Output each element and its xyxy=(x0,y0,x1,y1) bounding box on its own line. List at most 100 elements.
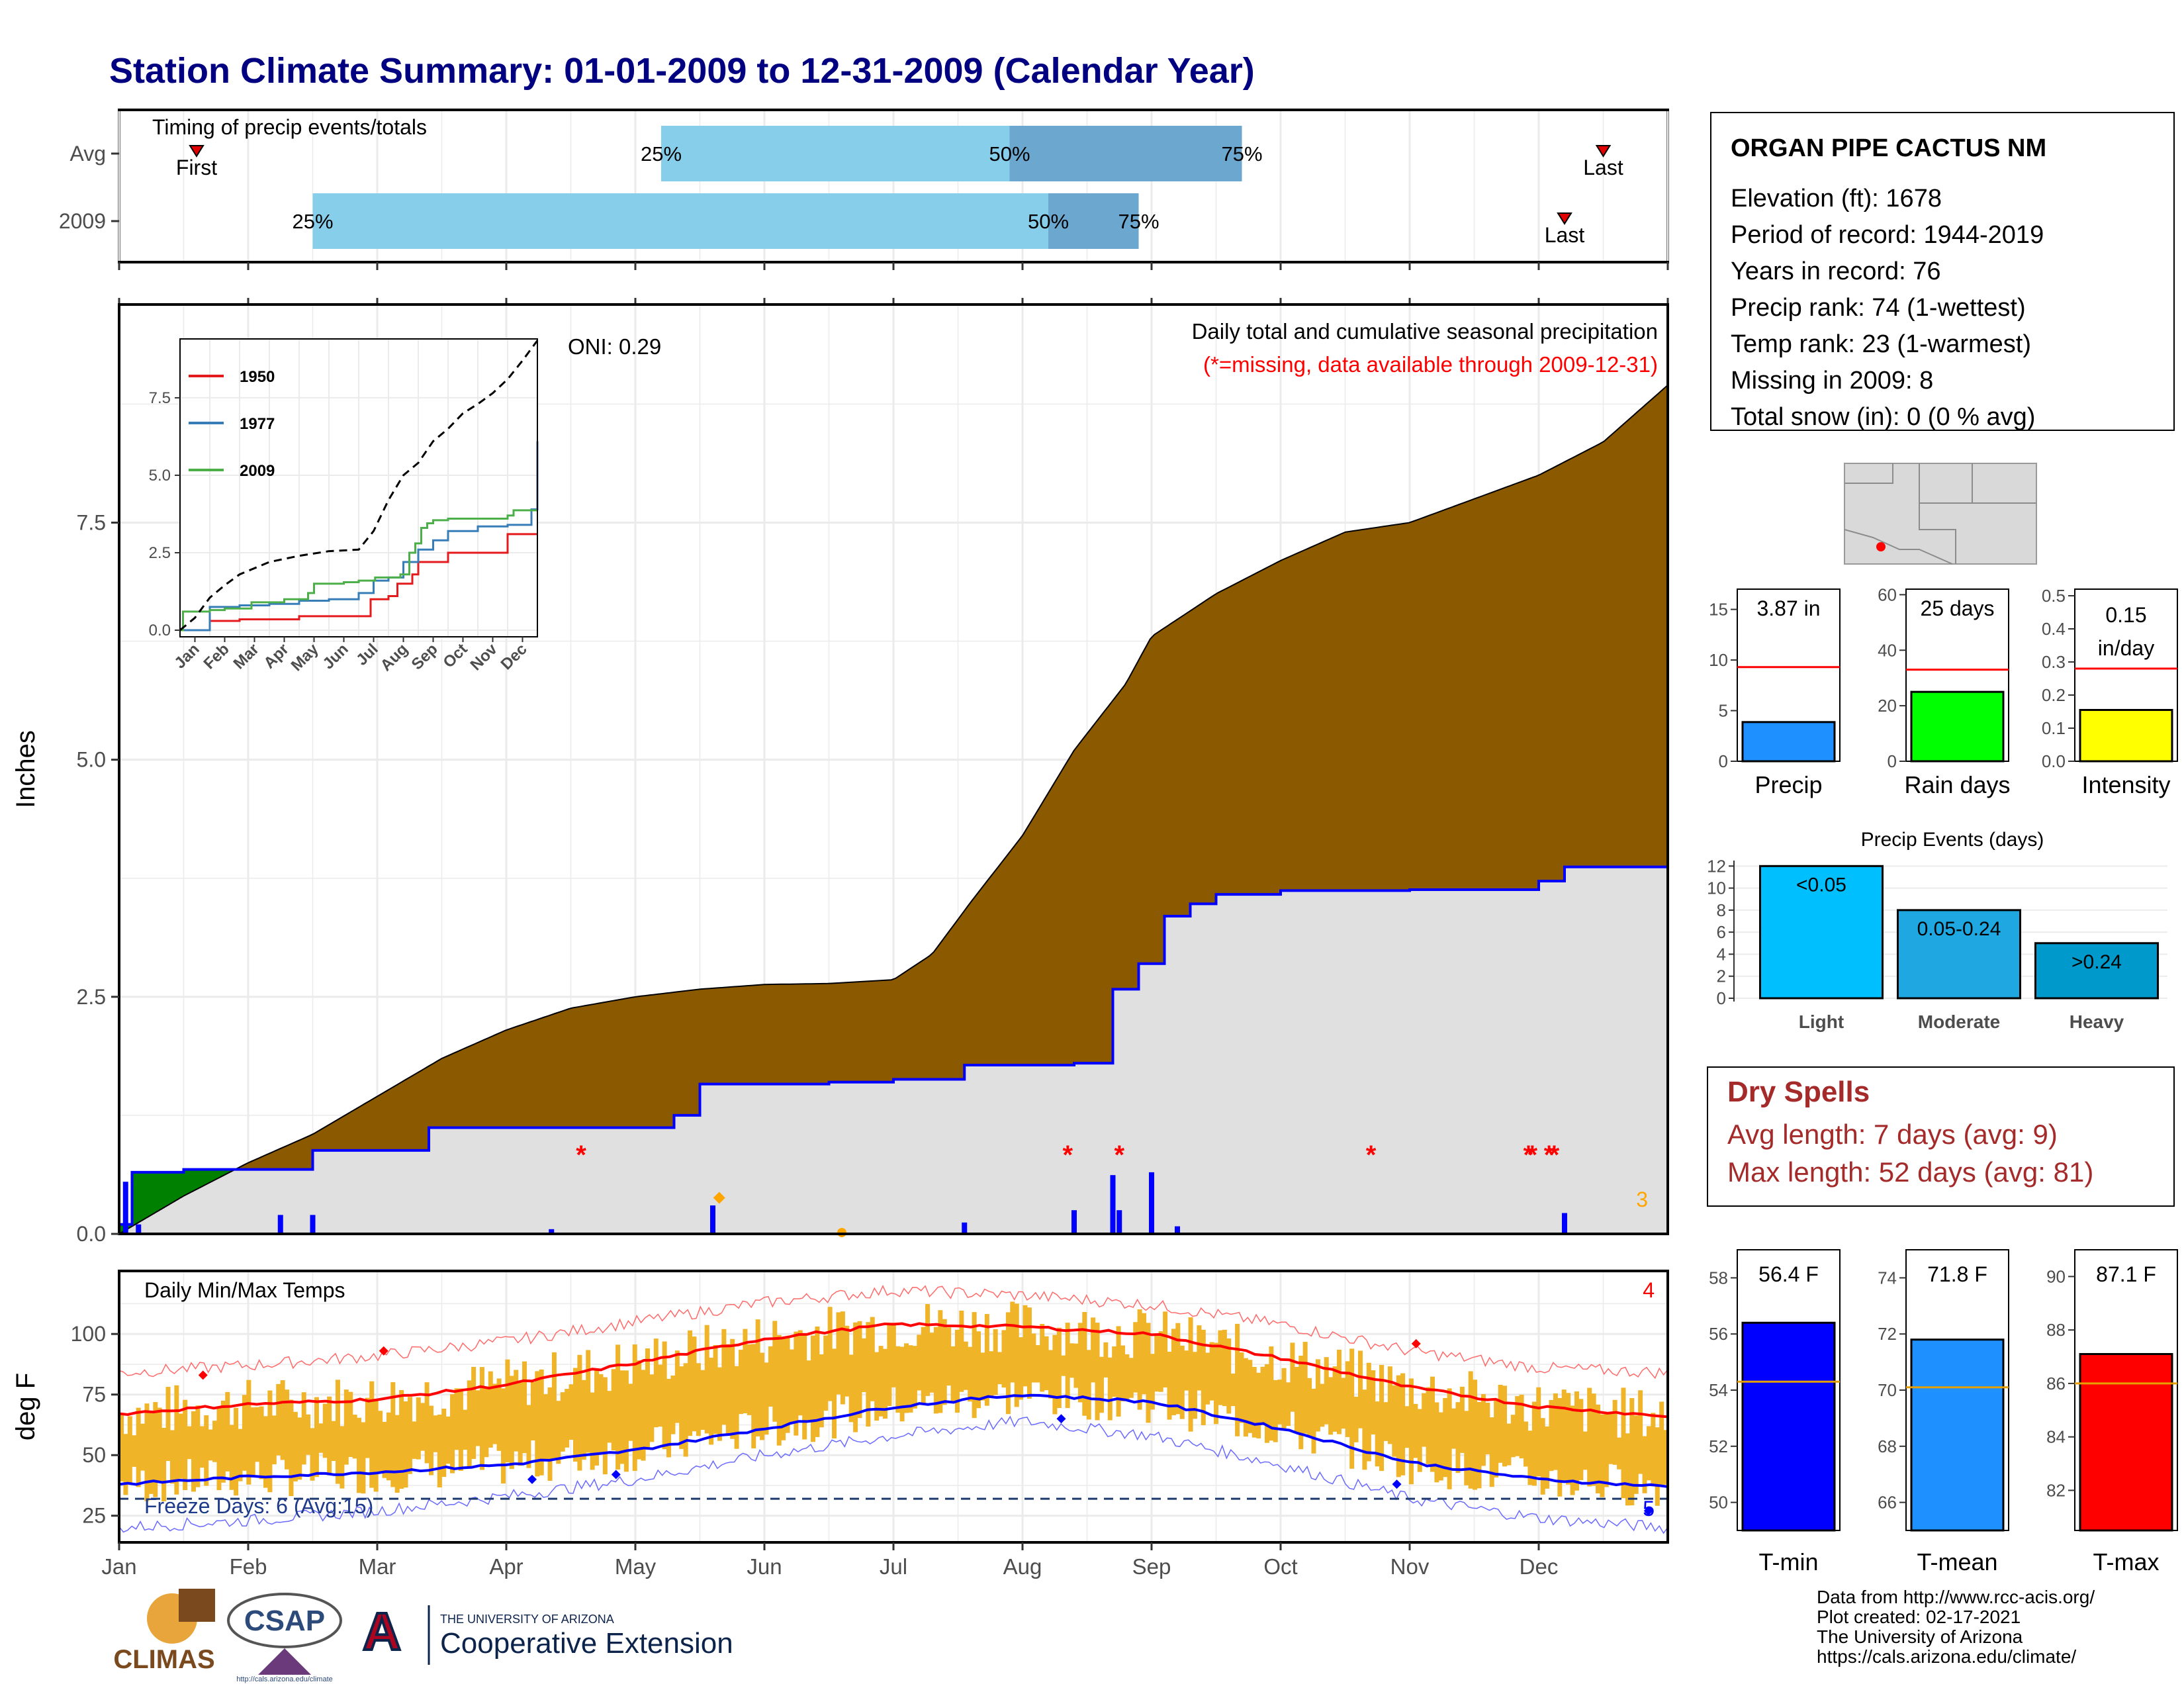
temp-content xyxy=(118,1284,1668,1534)
temp-corner-bottom: 5 xyxy=(1643,1497,1655,1521)
timing-content: Avg25%50%75%FirstLast200925%50%75%FirstL… xyxy=(0,106,1669,271)
daily-temp-bar xyxy=(543,1394,549,1460)
daily-temp-bar xyxy=(1256,1372,1261,1438)
temp-bar-tick-label: 56 xyxy=(1709,1324,1728,1344)
daily-temp-bar xyxy=(1302,1342,1308,1434)
daily-temp-bar xyxy=(1413,1403,1418,1458)
temp-bar-value-T-min xyxy=(1741,1321,1836,1532)
daily-temp-bar xyxy=(1600,1414,1605,1497)
daily-temp-bar xyxy=(1536,1387,1541,1477)
daily-temp-bar xyxy=(1451,1408,1457,1449)
daily-temp-bar xyxy=(1188,1317,1193,1432)
daily-temp-bar xyxy=(1286,1382,1291,1427)
climas-logo: CLIMAS xyxy=(113,1589,215,1674)
daily-temp-bar xyxy=(416,1397,421,1460)
daily-temp-bar xyxy=(161,1428,167,1501)
month-tick-label: Jun xyxy=(747,1554,782,1579)
daily-temp-bar xyxy=(594,1370,600,1466)
dry-spells-box: Dry Spells Avg length: 7 days (avg: 9) M… xyxy=(1707,1066,2175,1207)
daily-temp-bar xyxy=(204,1415,209,1486)
daily-temp-bar xyxy=(1158,1331,1163,1392)
daily-temp-bar xyxy=(658,1364,663,1427)
timing-last-label: Last xyxy=(1583,156,1623,179)
daily-temp-bar xyxy=(1345,1361,1350,1437)
daily-temp-bar xyxy=(1617,1437,1622,1470)
events-bar-label: >0.24 xyxy=(2071,951,2122,973)
events-tick-label: 12 xyxy=(1707,856,1726,876)
csap-logo: CSAP http://cals.arizona.edu/climate xyxy=(227,1593,342,1683)
daily-temp-bar xyxy=(1023,1305,1028,1387)
daily-temp-bar xyxy=(433,1415,438,1452)
daily-temp-bar xyxy=(1387,1366,1392,1444)
daily-temp-bar xyxy=(848,1354,854,1423)
daily-temp-bar xyxy=(289,1399,294,1497)
missing-marker: * xyxy=(1062,1141,1073,1170)
mini-bar-value-label: 3.87 in xyxy=(1756,596,1820,620)
daily-temp-bar xyxy=(1480,1394,1486,1466)
daily-temp-bar xyxy=(132,1435,137,1467)
daily-temp-bar xyxy=(1269,1346,1274,1441)
timing-first-label: First xyxy=(176,156,217,179)
daily-temp-bar xyxy=(1005,1312,1011,1415)
record-marker xyxy=(713,1192,725,1204)
month-tick-label: Sep xyxy=(1132,1554,1171,1579)
daily-precip-bar xyxy=(310,1215,316,1234)
daily-temp-bar xyxy=(1489,1417,1494,1487)
daily-temp-bar xyxy=(1192,1352,1197,1419)
daily-temp-bar xyxy=(1277,1380,1283,1425)
daily-temp-bar xyxy=(984,1314,989,1406)
daily-temp-bar xyxy=(993,1329,998,1395)
footer-credits: Data from http://www.rcc-acis.org/Plot c… xyxy=(1817,1587,2095,1667)
inset-y-tick-label: 7.5 xyxy=(149,389,171,407)
daily-temp-bar xyxy=(1324,1357,1329,1425)
daily-temp-bar xyxy=(989,1351,994,1398)
missing-marker: * xyxy=(1527,1141,1537,1170)
daily-temp-bar xyxy=(220,1400,226,1483)
daily-temp-bar xyxy=(1404,1406,1410,1448)
events-bar-label: <0.05 xyxy=(1796,874,1846,896)
ua-logo-big: Cooperative Extension xyxy=(440,1627,733,1660)
precip-y-tick-label: 7.5 xyxy=(77,511,106,535)
daily-precip-bar xyxy=(136,1224,142,1234)
daily-temp-bar xyxy=(760,1352,765,1440)
daily-temp-bar xyxy=(1044,1336,1049,1391)
daily-temp-bar xyxy=(1612,1399,1617,1465)
daily-temp-bar xyxy=(1515,1396,1520,1456)
daily-temp-bar xyxy=(857,1321,862,1419)
mini-bar-tick-label: 0.0 xyxy=(2042,751,2066,771)
daily-temp-bar xyxy=(1455,1402,1461,1474)
mini-bar-tick-label: 0.1 xyxy=(2042,718,2066,738)
record-max-line xyxy=(118,1284,1668,1380)
inset-content xyxy=(179,340,539,632)
temp-record-marker xyxy=(1392,1479,1402,1489)
daily-precip-bar xyxy=(710,1205,715,1234)
daily-temp-bar xyxy=(1167,1352,1172,1420)
daily-temp-bar xyxy=(717,1367,722,1441)
daily-temp-bar xyxy=(1557,1397,1563,1497)
footer-credit-line: Data from http://www.rcc-acis.org/ xyxy=(1817,1587,2095,1607)
daily-temp-bar xyxy=(539,1369,544,1476)
daily-temp-bar xyxy=(1214,1342,1219,1425)
daily-temp-bar xyxy=(1371,1370,1376,1434)
daily-temp-bar xyxy=(183,1399,188,1490)
daily-temp-bar xyxy=(1566,1393,1571,1485)
daily-temp-bar xyxy=(1332,1366,1338,1432)
temp-panel-title: Daily Min/Max Temps xyxy=(144,1278,345,1302)
daily-temp-bar xyxy=(331,1421,336,1462)
temp-bar-value-T-max xyxy=(2079,1352,2173,1532)
daily-temp-bar xyxy=(908,1345,913,1413)
info-line: Missing in 2009: 8 xyxy=(1731,367,1933,395)
temp-record-marker xyxy=(611,1470,621,1479)
daily-temp-bar xyxy=(912,1346,917,1409)
daily-temp-bar xyxy=(980,1352,985,1401)
daily-temp-bar xyxy=(412,1421,417,1459)
daily-temp-bar xyxy=(1077,1323,1083,1403)
daily-temp-bar xyxy=(454,1388,459,1450)
daily-temp-bar xyxy=(560,1392,565,1452)
timing-label-75: 75% xyxy=(1221,142,1262,165)
timing-bar-50-75 xyxy=(1009,126,1242,181)
events-tick-label: 2 xyxy=(1717,966,1726,986)
precip-content: * * * * ** ** xyxy=(116,298,1669,1237)
daily-temp-bar xyxy=(1103,1342,1109,1378)
